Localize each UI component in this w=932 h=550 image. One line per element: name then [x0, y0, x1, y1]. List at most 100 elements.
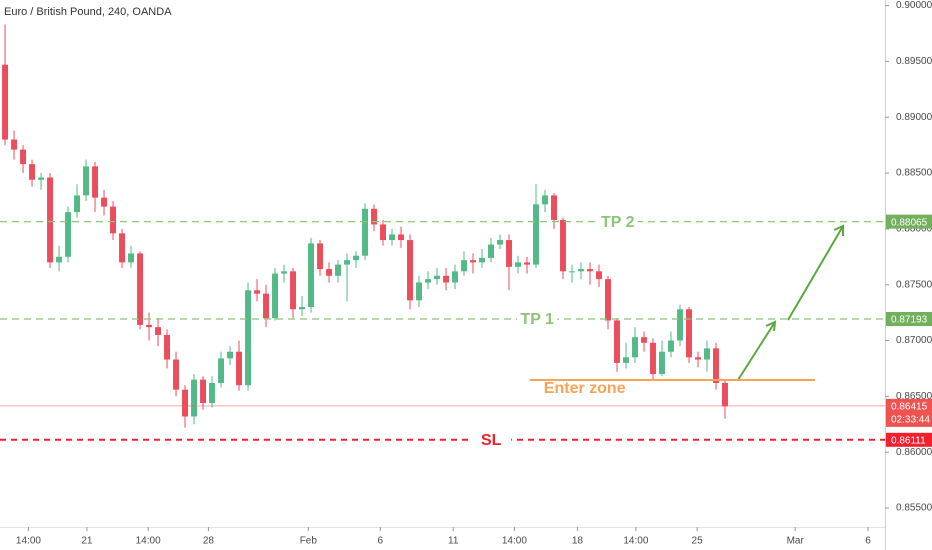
candles [2, 24, 728, 428]
candle-body [254, 290, 260, 294]
candle-body [83, 166, 90, 196]
level-tag-label: 0.88065 [891, 217, 928, 228]
candle-body [353, 255, 359, 261]
level-label: TP 2 [601, 214, 635, 231]
candle-body [470, 260, 476, 263]
y-tick-label: 0.90000 [896, 0, 932, 11]
candle-body [371, 208, 377, 225]
candle-body [596, 271, 602, 280]
chart-title: Euro / British Pound, 240, OANDA [4, 6, 172, 18]
x-tick-label: 6 [865, 536, 871, 547]
candle-body [623, 357, 629, 363]
candle-body [209, 382, 215, 404]
candle-body [542, 195, 548, 205]
x-tick-label: 28 [203, 536, 215, 547]
x-tick-label: 18 [572, 536, 584, 547]
y-tick-label: 0.88500 [896, 168, 932, 179]
candle-body [263, 293, 269, 319]
candle-body [245, 290, 251, 386]
zone-label: Enter zone [544, 380, 626, 397]
y-tick-label: 0.87500 [896, 279, 932, 290]
candle-body [155, 327, 161, 335]
current-price-label: 0.86415 [891, 401, 928, 412]
candle-body [569, 271, 575, 273]
level-tag-label: 0.87193 [891, 315, 928, 326]
y-tick-label: 0.85500 [896, 503, 932, 514]
arrow-segment [737, 321, 776, 381]
candle-body [641, 337, 647, 343]
candle-body [281, 271, 287, 274]
x-tick-label: 6 [378, 536, 384, 547]
candle-body [506, 240, 512, 267]
candle-body [110, 206, 117, 234]
y-tick-label: 0.86000 [896, 447, 932, 458]
candle-body [434, 275, 440, 280]
candle-body [317, 243, 323, 270]
candle-body [605, 279, 611, 321]
candle-body [425, 279, 431, 283]
candle-body [533, 204, 539, 265]
candle-body [695, 357, 701, 360]
candle-body [137, 253, 144, 325]
candle-body [335, 264, 341, 276]
x-tick-label: 21 [81, 536, 93, 547]
candle-body [362, 208, 368, 256]
level-label-bg [597, 212, 638, 231]
candle-body [380, 224, 386, 241]
current-price-tag [886, 398, 932, 427]
candle-body [164, 334, 170, 360]
x-tick-label: 14:00 [623, 536, 648, 547]
candle-body [614, 320, 620, 363]
y-tick-label: 0.88000 [896, 224, 932, 235]
arrow-head [833, 224, 844, 236]
candle-body [452, 271, 458, 283]
candle-body [182, 389, 188, 417]
level-label: SL [481, 432, 502, 449]
candle-body [722, 382, 728, 407]
candle-body [677, 309, 683, 341]
level-tag [886, 214, 932, 229]
level-tag [886, 311, 932, 326]
candle-body [128, 253, 135, 263]
candle-body [659, 351, 665, 375]
candle-body [515, 262, 521, 267]
countdown-label: 02:33:44 [891, 414, 930, 425]
candle-body [191, 379, 197, 417]
candle-body [47, 177, 54, 263]
candle-body [344, 260, 350, 265]
candle-body [38, 177, 45, 180]
candle-body [524, 262, 530, 265]
x-tick-label: 14:00 [502, 536, 527, 547]
candle-body [11, 139, 18, 150]
arrow-segment [787, 225, 844, 321]
candle-body [488, 244, 494, 258]
candle-body [479, 257, 485, 263]
candle-body [497, 240, 503, 245]
x-tick-label: 14:00 [136, 536, 161, 547]
candle-body [551, 195, 557, 220]
candle-body [416, 282, 422, 301]
y-tick-label: 0.87000 [896, 335, 932, 346]
candle-body [65, 212, 72, 257]
candle-body [56, 256, 63, 263]
y-tick-label: 0.86500 [896, 391, 932, 402]
candle-body [407, 240, 413, 301]
level-label-bg [517, 309, 558, 328]
candle-body [668, 340, 674, 352]
candle-body [236, 351, 242, 386]
candle-body [308, 243, 314, 308]
x-tick-label: 14:00 [16, 536, 41, 547]
candle-body [101, 197, 108, 207]
candle-body [587, 269, 593, 272]
candle-body [578, 269, 584, 272]
candle-body [227, 351, 233, 359]
candle-body [299, 307, 305, 310]
candle-body [146, 324, 152, 328]
x-tick-label: 25 [692, 536, 704, 547]
candle-body [632, 337, 638, 358]
candle-body [560, 219, 566, 272]
candle-body [119, 233, 126, 263]
candle-body [398, 234, 404, 241]
candle-body [272, 273, 278, 319]
candle-body [389, 234, 395, 241]
